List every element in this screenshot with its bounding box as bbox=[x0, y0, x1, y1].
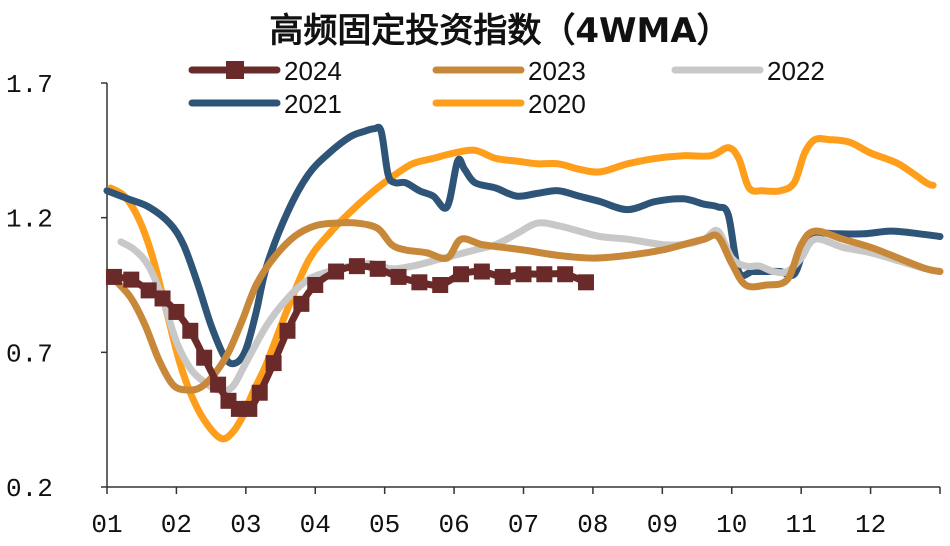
series-point-2024 bbox=[182, 322, 199, 339]
x-tick-label: 12 bbox=[855, 510, 886, 540]
legend: 2024 2023 2022 2021 2020 bbox=[188, 56, 825, 119]
series-point-2024 bbox=[432, 277, 449, 293]
series-point-2024 bbox=[515, 266, 532, 283]
x-tick-label: 02 bbox=[161, 510, 192, 540]
x-tick-label: 07 bbox=[508, 510, 539, 540]
series-point-2024 bbox=[140, 282, 157, 299]
legend-label-2021: 2021 bbox=[284, 89, 342, 119]
series-point-2024 bbox=[168, 303, 185, 320]
x-tick-label: 01 bbox=[91, 510, 122, 540]
series-point-2024 bbox=[557, 266, 574, 283]
series-point-2024 bbox=[307, 277, 324, 293]
series-point-2024 bbox=[453, 266, 470, 283]
legend-label-2024: 2024 bbox=[284, 56, 342, 86]
series-point-2024 bbox=[348, 258, 365, 275]
series-point-2024 bbox=[411, 274, 428, 291]
series-point-2024 bbox=[123, 271, 140, 288]
x-tick-label: 04 bbox=[300, 510, 331, 540]
axes: 1.7 1.2 0.7 0.2 01 02 03 04 05 06 07 08 09 10 11 12 bbox=[6, 70, 941, 540]
series-line-2020 bbox=[107, 134, 937, 443]
legend-label-2022: 2022 bbox=[767, 56, 825, 86]
series-point-2024 bbox=[154, 290, 171, 307]
chart-title: 高频固定投资指数（4WMA） bbox=[269, 11, 730, 51]
series-point-2024 bbox=[105, 268, 122, 285]
legend-marker-2024 bbox=[226, 61, 244, 79]
series-point-2024 bbox=[210, 376, 227, 393]
x-tick-label: 06 bbox=[438, 510, 469, 540]
x-tick-label: 11 bbox=[786, 510, 817, 540]
y-tick-label: 0.2 bbox=[6, 474, 53, 504]
series-point-2024 bbox=[241, 400, 258, 417]
y-tick-label: 1.2 bbox=[6, 205, 53, 235]
x-tick-label: 10 bbox=[716, 510, 747, 540]
series-layer bbox=[103, 123, 944, 443]
series-point-2024 bbox=[293, 295, 310, 312]
series-point-2024 bbox=[369, 260, 386, 277]
series-point-2024 bbox=[577, 274, 594, 291]
series-point-2024 bbox=[265, 355, 282, 372]
series-point-2024 bbox=[473, 263, 490, 280]
series-point-2024 bbox=[390, 268, 407, 285]
series-point-2024 bbox=[251, 384, 268, 401]
y-tick-label: 1.7 bbox=[6, 70, 53, 100]
series-point-2024 bbox=[536, 266, 553, 283]
y-tick-label: 0.7 bbox=[6, 339, 53, 369]
x-tick-label: 03 bbox=[230, 510, 261, 540]
legend-label-2020: 2020 bbox=[528, 89, 586, 119]
x-tick-label: 09 bbox=[647, 510, 678, 540]
legend-label-2023: 2023 bbox=[528, 56, 586, 86]
x-tick-label: 05 bbox=[369, 510, 400, 540]
series-point-2024 bbox=[328, 263, 345, 280]
x-tick-label: 08 bbox=[577, 510, 608, 540]
series-point-2024 bbox=[494, 268, 511, 285]
series-point-2024 bbox=[279, 322, 296, 339]
series-point-2024 bbox=[196, 349, 213, 366]
